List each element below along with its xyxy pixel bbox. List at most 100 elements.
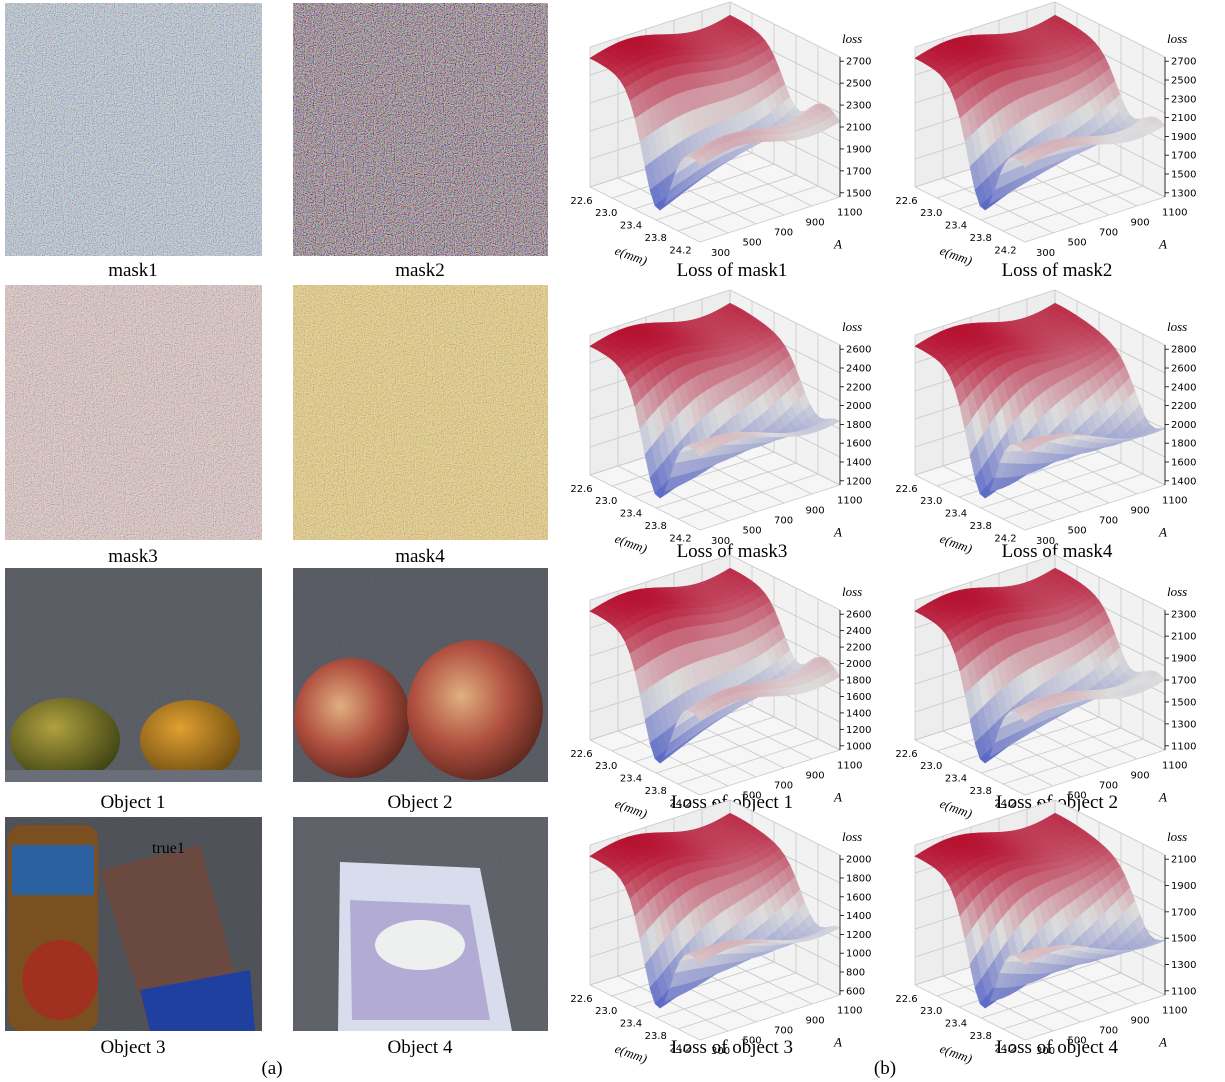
z-tick-label: 1900 (1171, 132, 1196, 143)
x-tick-label: 23.8 (970, 233, 992, 244)
x-tick-label: 23.4 (620, 221, 642, 232)
y-tick-label: 1100 (837, 760, 862, 771)
y-tick-label: 500 (1068, 526, 1087, 537)
z-tick-label: 2000 (846, 659, 871, 670)
grid-line (589, 289, 731, 336)
z-tick-label: 1200 (846, 930, 871, 941)
z-tick-label: 2200 (846, 643, 871, 654)
grid-line (729, 289, 841, 346)
x-tick-label: 23.0 (920, 1006, 942, 1017)
y-axis-label: A (1158, 237, 1167, 252)
y-tick-label: 900 (1131, 1015, 1150, 1026)
z-tick-label: 1100 (1171, 986, 1196, 997)
y-tick-label: 900 (1131, 217, 1150, 228)
z-tick-label: 2300 (1171, 94, 1196, 105)
x-tick-label: 23.4 (945, 1019, 967, 1030)
x-tick-label: 23.8 (645, 521, 667, 532)
z-tick-label: 2800 (1171, 345, 1196, 356)
x-tick-label: 23.0 (920, 208, 942, 219)
caption: Loss of object 3 (671, 1037, 793, 1058)
z-tick-label: 1900 (1171, 881, 1196, 892)
z-tick-label: 1000 (846, 741, 871, 752)
grid-line (942, 177, 1054, 234)
x-axis-label: e(mm) (613, 243, 649, 268)
caption: Loss of object 4 (996, 1037, 1118, 1058)
z-tick-label: 2700 (1171, 57, 1196, 68)
x-tick-label: 23.8 (970, 1031, 992, 1042)
loss-surface-plot: 1400 1600 1800 2000 2200 2400 2600 2800 loss 22.6… (895, 289, 1196, 562)
x-tick-label: 23.4 (620, 774, 642, 785)
loss-surface-plot: 1500 1700 1900 2100 2300 2500 2700 loss 22.623.0… (570, 1, 871, 281)
grid-line (729, 1, 841, 58)
x-tick-label: 22.6 (895, 484, 917, 495)
z-tick-label: 1500 (846, 188, 871, 199)
grid-line (699, 196, 841, 243)
x-tick-label: 22.6 (895, 994, 917, 1005)
y-tick-label: 700 (774, 1026, 793, 1037)
z-tick-label: 1700 (1171, 907, 1196, 918)
caption: mask4 (395, 546, 445, 567)
caption: Object 4 (388, 1037, 453, 1058)
z-tick-label: 1400 (846, 911, 871, 922)
grid-line (1054, 1, 1166, 58)
z-tick-label: 2200 (846, 382, 871, 393)
x-tick-label: 23.0 (920, 761, 942, 772)
y-axis-label: A (833, 1035, 842, 1050)
y-tick-label: 1100 (1162, 1005, 1187, 1016)
z-tick-label: 600 (846, 986, 865, 997)
z-tick-label: 2400 (1171, 382, 1196, 393)
y-axis-label: A (833, 525, 842, 540)
z-tick-label: 1500 (1171, 697, 1196, 708)
x-tick-label: 24.2 (669, 245, 691, 256)
z-axis-label: loss (842, 31, 862, 46)
z-tick-label: 2200 (1171, 401, 1196, 412)
z-tick-label: 2600 (846, 610, 871, 621)
caption: Loss of mask1 (677, 260, 788, 281)
grid-line (914, 1, 1056, 48)
z-tick-label: 2100 (1171, 113, 1196, 124)
loss-surface-plot: 1300 1500 1700 1900 2100 2300 2500 2700 loss 22.6… (895, 1, 1196, 281)
z-tick-label: 1500 (1171, 934, 1196, 945)
z-tick-label: 1600 (846, 892, 871, 903)
y-axis-label: A (833, 790, 842, 805)
y-axis-label: A (1158, 1035, 1167, 1050)
x-tick-label: 23.4 (945, 221, 967, 232)
z-axis-label: loss (842, 829, 862, 844)
z-tick-label: 2100 (1171, 855, 1196, 866)
z-tick-label: 2600 (846, 345, 871, 356)
grid-line (589, 186, 701, 243)
z-tick-label: 1600 (846, 439, 871, 450)
y-tick-label: 500 (743, 526, 762, 537)
x-tick-label: 22.6 (570, 749, 592, 760)
x-axis-label: e(mm) (613, 1041, 649, 1066)
caption: Object 2 (388, 792, 453, 813)
mask2-image (293, 3, 548, 256)
loss-surface-plot: 1100 1300 1500 1700 1900 2100 loss 22.623.023.4… (895, 799, 1196, 1066)
x-axis-label: e(mm) (938, 243, 974, 268)
mask3-image (5, 285, 262, 540)
x-tick-label: 23.0 (595, 496, 617, 507)
z-tick-label: 1300 (1171, 188, 1196, 199)
z-tick-label: 1700 (1171, 151, 1196, 162)
z-axis-label: loss (1167, 31, 1187, 46)
x-tick-label: 24.2 (994, 245, 1016, 256)
object4-image (293, 817, 548, 1031)
grid-line (980, 174, 1122, 221)
z-tick-label: 1600 (1171, 458, 1196, 469)
object3-image: true1 (5, 817, 262, 1031)
z-tick-label: 1600 (846, 692, 871, 703)
z-tick-label: 1700 (846, 166, 871, 177)
caption: Loss of mask2 (1002, 260, 1113, 281)
z-tick-label: 1700 (1171, 676, 1196, 687)
z-axis-label: loss (842, 584, 862, 599)
surface-patch (694, 155, 707, 166)
x-tick-label: 23.4 (620, 1019, 642, 1030)
y-tick-label: 1100 (837, 495, 862, 506)
x-axis-label: e(mm) (613, 531, 649, 556)
z-tick-label: 2000 (846, 401, 871, 412)
z-tick-label: 2000 (1171, 420, 1196, 431)
y-tick-label: 500 (1068, 238, 1087, 249)
x-tick-label: 23.8 (645, 233, 667, 244)
y-tick-label: 1100 (1162, 207, 1187, 218)
x-tick-label: 23.4 (945, 774, 967, 785)
